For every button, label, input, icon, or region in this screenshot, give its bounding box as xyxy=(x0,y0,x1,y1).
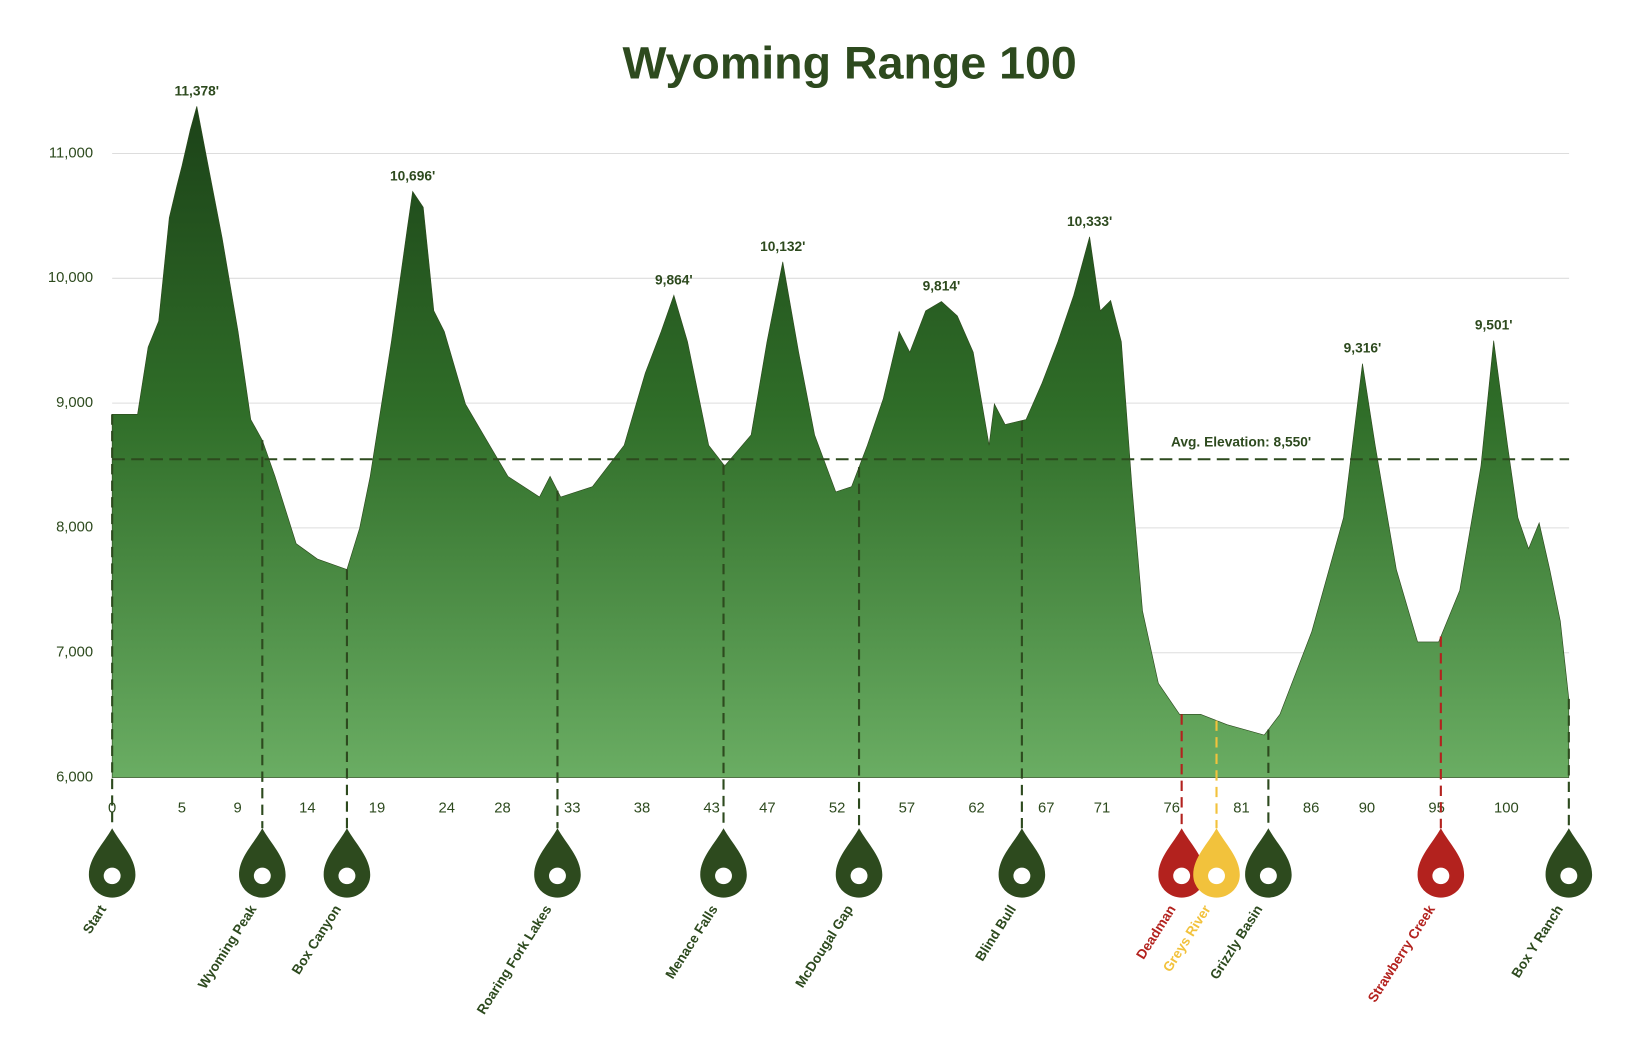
y-tick-label: 9,000 xyxy=(56,395,93,411)
x-tick-label: 67 xyxy=(1038,801,1054,817)
marker-pin xyxy=(1245,828,1292,898)
x-tick-label: 76 xyxy=(1164,801,1180,817)
marker-pin-hole xyxy=(1208,867,1225,885)
marker-pin xyxy=(323,828,371,898)
marker-pin-hole xyxy=(1560,867,1578,885)
marker-pin-hole xyxy=(103,867,121,885)
y-tick-label: 8,000 xyxy=(56,520,93,536)
marker-label: Strawberry Creek xyxy=(1365,902,1438,1005)
marker-pin xyxy=(1417,828,1465,898)
chart-title: Wyoming Range 100 xyxy=(622,37,1076,88)
x-tick-label: 14 xyxy=(299,801,315,817)
x-tick-label: 57 xyxy=(899,801,915,817)
x-tick-label: 0 xyxy=(108,801,116,817)
value-label: 11,378' xyxy=(175,84,220,99)
x-tick-label: 71 xyxy=(1094,801,1110,817)
value-label: 10,333' xyxy=(1067,214,1112,229)
marker-pin xyxy=(1158,828,1205,898)
x-tick-label: 81 xyxy=(1233,801,1249,817)
marker-pin-hole xyxy=(850,867,868,885)
marker-label: Box Canyon xyxy=(289,903,344,977)
x-tick-label: 95 xyxy=(1428,801,1444,817)
average-label: Avg. Elevation: 8,550' xyxy=(1171,434,1311,449)
marker-pin-hole xyxy=(253,867,271,885)
elevation-area xyxy=(111,106,1570,778)
marker-pin xyxy=(998,828,1046,898)
marker-label: Roaring Fork Lakes xyxy=(474,903,555,1017)
y-tick-label: 11,000 xyxy=(49,145,93,161)
marker-pin xyxy=(239,828,286,898)
x-tick-label: 47 xyxy=(759,801,775,817)
marker-pin xyxy=(700,828,747,898)
marker-pin-hole xyxy=(1432,867,1450,885)
marker-pin xyxy=(1193,828,1240,898)
value-label: 10,132' xyxy=(760,239,805,254)
marker-pin-hole xyxy=(1013,867,1031,885)
marker-label: Box Y Ranch xyxy=(1509,903,1567,981)
x-tick-label: 33 xyxy=(564,801,580,817)
x-tick-label: 62 xyxy=(968,801,984,817)
x-tick-label: 86 xyxy=(1303,801,1319,817)
x-tick-label: 38 xyxy=(634,801,650,817)
x-tick-label: 5 xyxy=(178,801,186,817)
marker-pin xyxy=(1545,828,1593,898)
value-label: 9,316' xyxy=(1344,341,1382,356)
y-tick-label: 6,000 xyxy=(56,769,93,785)
marker-pin-hole xyxy=(1173,867,1191,885)
marker-pin-hole xyxy=(715,867,732,885)
y-tick-label: 7,000 xyxy=(56,645,93,661)
marker-pin xyxy=(88,828,136,898)
value-label: 10,696' xyxy=(390,169,435,184)
marker-label: Menace Falls xyxy=(663,903,721,982)
marker-label: Start xyxy=(80,902,110,936)
x-tick-label: 28 xyxy=(494,801,510,817)
marker-pin xyxy=(835,828,883,898)
marker-pin-hole xyxy=(338,867,356,885)
marker-pin xyxy=(534,828,581,898)
value-label: 9,814' xyxy=(923,279,961,294)
x-tick-label: 43 xyxy=(703,801,719,817)
marker-label: Blind Bull xyxy=(972,903,1019,964)
marker-label: McDougal Gap xyxy=(792,903,856,991)
x-tick-label: 52 xyxy=(829,801,845,817)
marker-pin-hole xyxy=(1259,867,1277,885)
x-tick-label: 19 xyxy=(369,801,385,817)
marker-pin-hole xyxy=(549,867,566,885)
marker-label: Grizzly Basin xyxy=(1207,903,1266,982)
x-tick-label: 9 xyxy=(234,801,242,817)
marker-label: Wyoming Peak xyxy=(195,902,260,991)
value-label: 9,864' xyxy=(655,272,693,287)
x-tick-label: 90 xyxy=(1359,801,1375,817)
x-tick-label: 24 xyxy=(439,801,455,817)
y-tick-label: 10,000 xyxy=(48,270,93,286)
x-tick-label: 100 xyxy=(1494,801,1519,817)
value-label: 9,501' xyxy=(1475,318,1513,333)
